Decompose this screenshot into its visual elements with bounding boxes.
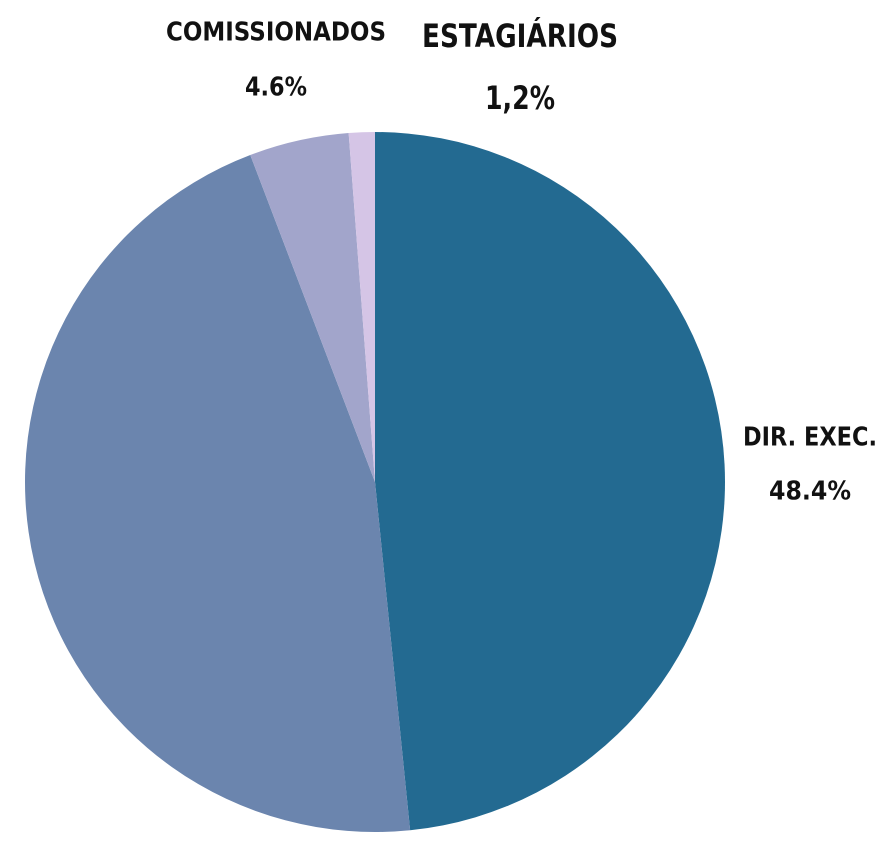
pie-slice	[24, 154, 411, 833]
slice-value-label: 48.4%	[769, 477, 851, 507]
slice-value-label: 1,2%	[485, 79, 555, 117]
slice-label: DIR. EXEC.	[743, 423, 877, 453]
slice-label: COMISSIONADOS	[166, 18, 386, 48]
pie-slice	[375, 132, 725, 831]
pie-slice	[348, 132, 375, 482]
slice-label: ESTAGIÁRIOS	[422, 17, 618, 55]
pie-slice	[250, 132, 375, 482]
slice-value-label: 4.6%	[245, 73, 307, 103]
